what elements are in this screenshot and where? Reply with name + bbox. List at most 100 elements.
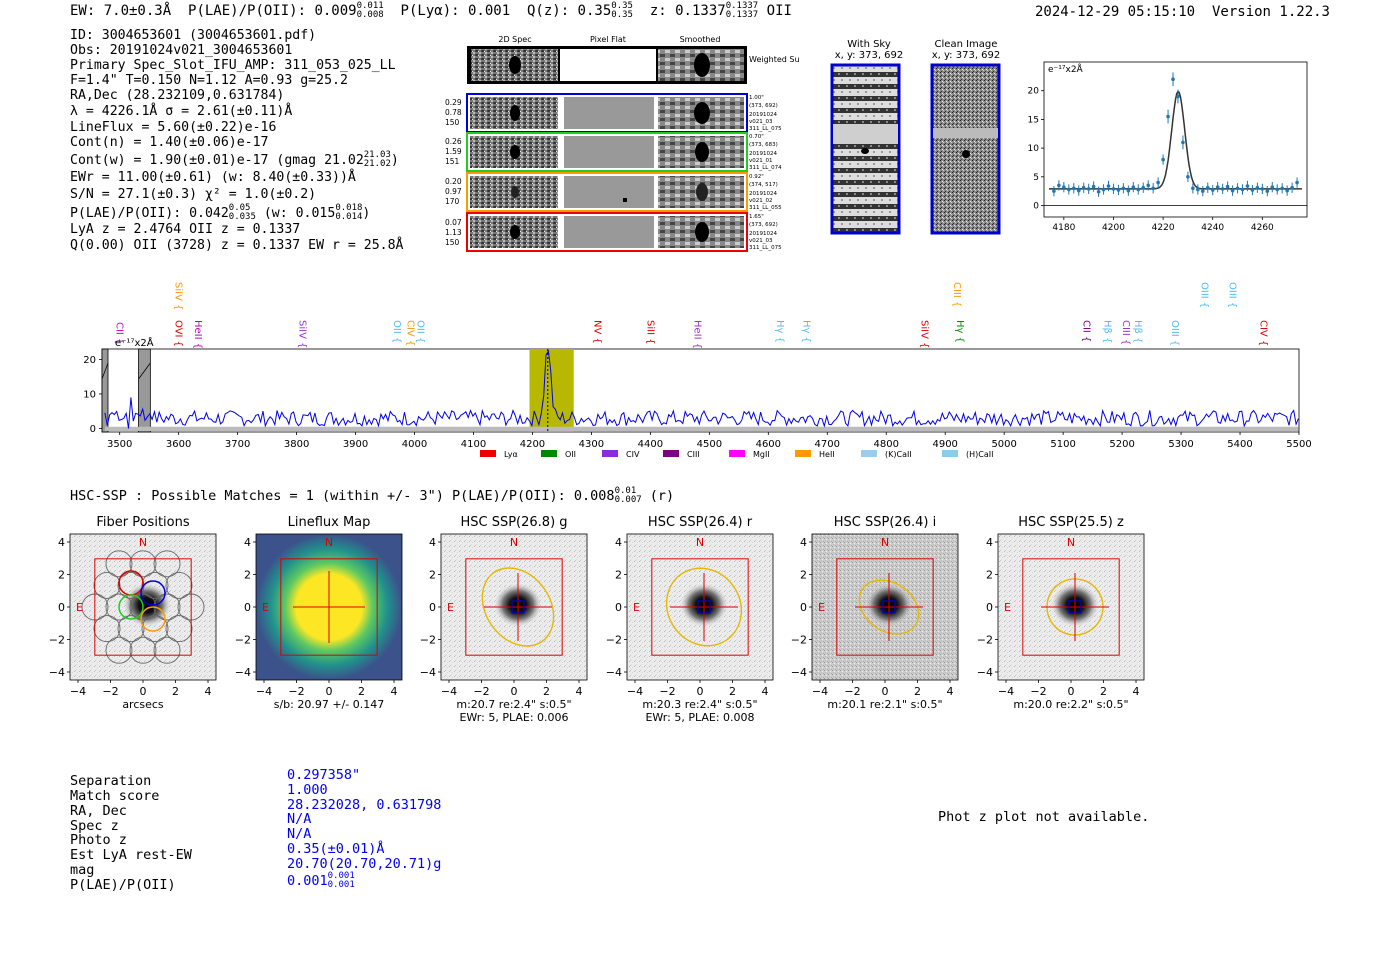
info-plae: P(LAE)/P(OII): 0.0420.05 0.035 (w: 0.0150… <box>70 204 370 222</box>
line-marker: Hβ { <box>1132 320 1143 343</box>
hsc-panel-2: HSC SSP(26.8) g N E 4 2 0 −2 −4 −4 −2 0 2 4 m:20.7 re… <box>420 515 588 724</box>
spec-row-3: 0.07 1.13 150 1.65" (373, 692) 20191024 … <box>445 212 782 252</box>
spectrum-line <box>104 349 1299 429</box>
line-marker: Hγ { <box>801 320 812 343</box>
compass-e: E <box>447 601 454 614</box>
info-ewr: EWr = 11.00(±0.61) (w: 8.40(±0.33))Å <box>70 170 356 185</box>
line-marker-label: CII { <box>114 322 125 344</box>
masked-hatch <box>101 362 109 380</box>
match-value-4: N/A <box>287 826 312 842</box>
line-marker-label: SiII { <box>644 320 655 345</box>
row3-l2: 150 <box>445 238 460 247</box>
info-cont-w-end: ) <box>390 153 399 168</box>
info-lineflux: LineFlux = 5.60(±0.22)e-16 <box>70 120 277 135</box>
line-marker: CII { <box>114 322 125 344</box>
fit-point <box>1067 187 1071 192</box>
row0-l1: 0.78 <box>445 108 462 117</box>
masked-hatch <box>138 362 151 380</box>
aperture-ellipse <box>481 567 555 647</box>
hsc-ytick-label: −2 <box>606 634 622 647</box>
legend-label: MgII <box>753 450 770 459</box>
fit-xticks: 4180 4200 4220 4240 4260 <box>1052 217 1274 233</box>
target-box <box>882 600 896 614</box>
hsc-xtick-label: 2 <box>172 685 179 698</box>
line-marker: NV { <box>591 320 602 344</box>
row1-r3: v021_01 <box>749 158 773 164</box>
compass-e: E <box>76 601 83 614</box>
line-marker: HeII { <box>692 320 703 349</box>
header-plae-lo: 0.008 <box>356 10 384 20</box>
hsc-xtick-label: 2 <box>1100 685 1107 698</box>
spec-xtick-label: 3700 <box>225 439 250 450</box>
fit-point <box>1235 186 1240 191</box>
fiber-circle <box>93 571 121 599</box>
info-cont-w-lo: 21.02 <box>363 159 391 169</box>
masked-region <box>138 348 151 433</box>
fiber-circle <box>153 550 181 578</box>
compass-n: N <box>1067 536 1075 549</box>
hsc-panels-svg: Fiber Positions N E 4 2 0 −2 −4 −4 −2 0 2 4 arcsecs Li… <box>49 515 1145 724</box>
fiber-circle <box>129 550 157 578</box>
spectrum-legend: Lyα OII CIV CIII MgII HeII (K)CaII (H)CaII <box>480 450 993 459</box>
fit-point <box>1052 189 1056 193</box>
hsc-ytick-label: 4 <box>986 536 993 549</box>
line-marker-label: OIII { <box>1199 282 1210 308</box>
fit-xtick-label: 4200 <box>1102 223 1125 233</box>
hsc-xtick-label: 4 <box>1133 685 1140 698</box>
hsc-ytick-label: −2 <box>977 634 993 647</box>
with-sky-xy: x, y: 373, 692 <box>835 50 904 61</box>
fit-gaussian <box>1049 90 1302 190</box>
col-title-2d: 2D Spec <box>498 35 531 44</box>
row1-l0: 0.26 <box>445 137 462 146</box>
fit-point <box>1225 184 1230 189</box>
hsc-panel-sub1: m:20.0 re:2.2" s:0.5" <box>1013 698 1128 711</box>
fit-point <box>1240 187 1245 192</box>
fit-point <box>1245 184 1250 188</box>
fit-xtick-label: 4180 <box>1052 223 1075 233</box>
hsc-ytick-label: 0 <box>615 601 622 614</box>
fiber-circle <box>105 550 133 578</box>
row0-l0: 0.29 <box>445 98 462 107</box>
hsc-panel-title: HSC SSP(25.5) z <box>1018 515 1124 530</box>
spec-xtick-label: 5300 <box>1168 439 1193 450</box>
line-marker: SiIV { <box>919 320 930 348</box>
spec-xtick-label: 5200 <box>1109 439 1134 450</box>
hsc-xtick-label: −2 <box>288 685 304 698</box>
fiber-circle <box>141 571 169 599</box>
line-marker-label: Hβ { <box>1101 320 1112 343</box>
hsc-panel-sub2: EWr: 5, PLAE: 0.006 <box>459 711 568 724</box>
hsc-xtick-label: 2 <box>543 685 550 698</box>
fit-ytick-label: 15 <box>1028 115 1039 125</box>
line-marker-label: HeII { <box>692 320 703 349</box>
match-label-3: Spec z <box>70 818 119 834</box>
fit-point <box>1191 186 1195 191</box>
info-radec: RA,Dec (28.232109,0.631784) <box>70 88 285 103</box>
fit-point <box>1126 188 1131 193</box>
fit-yticks: 0 5 10 15 20 <box>1028 87 1044 212</box>
fit-point <box>1116 188 1121 192</box>
legend-label: HeII <box>819 450 835 459</box>
hsc-xtick-label: −2 <box>844 685 860 698</box>
fit-point <box>1210 188 1215 192</box>
line-marker-label: OII { <box>391 320 402 343</box>
aperture-ellipse <box>665 567 743 647</box>
hsc-ytick-label: −4 <box>791 666 807 679</box>
info-cont-n: Cont(n) = 1.40(±0.06)e-17 <box>70 135 269 150</box>
match-label-7: P(LAE)/P(OII) <box>70 877 176 893</box>
fit-point <box>1200 189 1205 193</box>
aperture-ellipse <box>1046 578 1104 636</box>
hsc-xtick-label: 4 <box>391 685 398 698</box>
fit-point <box>1057 183 1061 188</box>
fiber-circle <box>105 636 133 664</box>
spec-row-2: 0.20 0.97 170 0.92" (374, 517) 20191024 … <box>445 172 782 212</box>
row3-l1: 1.13 <box>445 228 462 237</box>
hsc-title-band: (r) <box>649 488 675 504</box>
row3-r0: 1.65" <box>749 214 764 220</box>
hsc-panel-sub1: m:20.7 re:2.4" s:0.5" <box>456 698 571 711</box>
hsc-ytick-label: 4 <box>244 536 251 549</box>
line-marker: Hβ { <box>1101 320 1112 343</box>
spec-ytick-label: 0 <box>90 424 96 435</box>
hsc-xtick-label: 2 <box>358 685 365 698</box>
hsc-panel-sub1: arcsecs <box>122 698 164 711</box>
row0-r2: 20191024 <box>749 112 777 118</box>
